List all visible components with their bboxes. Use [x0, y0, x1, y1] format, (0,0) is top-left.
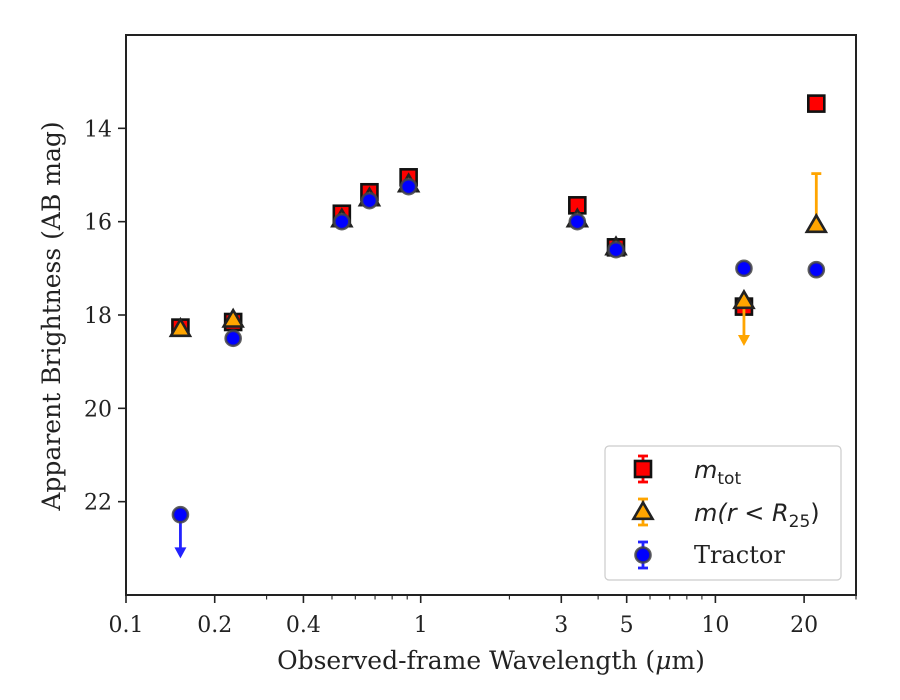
- x-tick-label: 0.1: [109, 613, 144, 638]
- x-tick-label: 0.4: [286, 613, 321, 638]
- y-tick-label: 22: [84, 491, 112, 516]
- marker-tractor: [807, 260, 826, 279]
- legend-marker-mr25: [631, 499, 655, 521]
- y-tick-label: 18: [84, 304, 112, 329]
- marker-tractor: [399, 177, 418, 196]
- y-tick-label: 14: [84, 117, 112, 142]
- y-tick-label: 20: [84, 397, 112, 422]
- legend-label-tractor: Tractor: [694, 541, 785, 569]
- x-tick-label: 20: [790, 613, 818, 638]
- marker-mr25: [221, 307, 245, 328]
- y-axis-label: Apparent Brightness (AB mag): [37, 121, 66, 511]
- marker-tractor: [735, 259, 753, 278]
- legend-label-mr25: m(r < R25): [694, 499, 820, 532]
- marker-mtot: [807, 94, 826, 113]
- axes: 0.1 0.2 0.4 1 3 5 10 20 14 16 18 20 22: [84, 34, 857, 638]
- marker-mr25: [168, 316, 193, 338]
- marker-tractor: [607, 240, 625, 259]
- legend-marker-mtot: [633, 459, 653, 479]
- x-axis-label: Observed-frame Wavelength (μm): [277, 646, 705, 675]
- legend: mtot m(r < R25) Tractor: [604, 445, 842, 581]
- series-mtot: [171, 94, 826, 337]
- marker-tractor: [224, 329, 242, 348]
- series-tractor: [171, 177, 826, 559]
- x-tick-label: 3: [554, 613, 568, 638]
- series-mr25: [168, 172, 829, 346]
- plot-area: [168, 94, 829, 559]
- axis-labels: Apparent Brightness (AB mag) Observed-fr…: [37, 121, 705, 675]
- legend-item-tractor: [634, 540, 652, 570]
- marker-tractor: [333, 212, 351, 231]
- marker-tractor: [171, 505, 190, 524]
- legend-marker-tractor: [634, 546, 652, 564]
- legend-label-mtot: mtot: [694, 456, 741, 489]
- legend-item-mr25: [631, 497, 655, 527]
- marker-mr25: [732, 288, 756, 310]
- upper-limit-arrow-head: [737, 335, 750, 346]
- marker-tractor: [360, 191, 379, 210]
- upper-limit-arrow-head: [174, 547, 187, 559]
- legend-item-mtot: [633, 454, 653, 484]
- marker-mr25: [804, 212, 829, 234]
- x-tick-label: 1: [414, 613, 428, 638]
- legend-box: [604, 445, 842, 581]
- x-tick-label: 10: [701, 613, 729, 638]
- y-tick-label: 16: [84, 211, 112, 236]
- x-tick-label: 0.2: [197, 613, 232, 638]
- marker-tractor: [568, 212, 587, 231]
- x-tick-label: 5: [620, 613, 634, 638]
